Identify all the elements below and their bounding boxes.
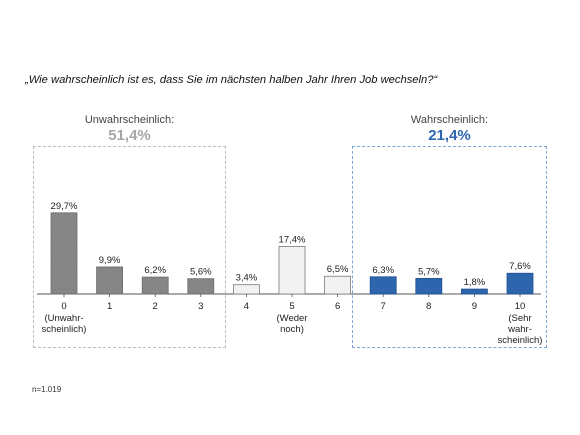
bar-3 bbox=[187, 278, 215, 295]
likely-group-box bbox=[352, 146, 547, 348]
bar-1 bbox=[96, 266, 123, 295]
x-sublabel-5-1: noch) bbox=[280, 324, 304, 335]
data-label-0: 29,7% bbox=[51, 201, 78, 212]
x-sublabel-10-2: scheinlich) bbox=[498, 335, 543, 346]
data-label-5: 17,4% bbox=[279, 234, 306, 245]
data-label-9: 1,8% bbox=[464, 277, 486, 288]
x-sublabel-0-1: scheinlich) bbox=[42, 324, 87, 335]
data-label-4: 3,4% bbox=[236, 273, 258, 284]
x-sublabel-10-1: wahr- bbox=[507, 324, 532, 335]
bar-9 bbox=[460, 288, 488, 295]
data-label-7: 6,3% bbox=[372, 265, 394, 276]
sample-size-note: n=1.019 bbox=[32, 385, 62, 394]
x-tick-label-7: 7 bbox=[381, 301, 386, 312]
x-tick-label-3: 3 bbox=[198, 301, 203, 312]
unlikely-group-box bbox=[33, 146, 226, 348]
data-label-8: 5,7% bbox=[418, 266, 440, 277]
x-tick-label-1: 1 bbox=[107, 301, 112, 312]
x-tick-label-10: 10 bbox=[515, 301, 526, 312]
bar-8 bbox=[415, 278, 443, 295]
data-label-10: 7,6% bbox=[509, 261, 531, 272]
bar-6 bbox=[324, 275, 352, 295]
x-tick-label-5: 5 bbox=[289, 301, 294, 312]
x-tick-label-6: 6 bbox=[335, 301, 340, 312]
data-label-2: 6,2% bbox=[144, 265, 166, 276]
x-tick-label-9: 9 bbox=[472, 301, 477, 312]
unlikely-group-value: 51,4% bbox=[108, 127, 151, 144]
unlikely-group-label: Unwahrscheinlich: bbox=[84, 114, 175, 126]
bar-4 bbox=[232, 284, 260, 295]
x-sublabel-0-0: (Unwahr- bbox=[44, 313, 83, 324]
likely-group-label: Wahrscheinlich: bbox=[410, 114, 489, 126]
bar-5 bbox=[278, 246, 306, 295]
bar-0 bbox=[50, 212, 78, 295]
likely-group-value: 21,4% bbox=[428, 127, 471, 144]
data-label-1: 9,9% bbox=[99, 255, 121, 266]
bar-10 bbox=[506, 272, 534, 295]
x-tick-label-2: 2 bbox=[153, 301, 158, 312]
data-label-6: 6,5% bbox=[327, 264, 349, 275]
x-tick-label-0: 0 bbox=[61, 301, 66, 312]
survey-question: „Wie wahrscheinlich ist es, dass Sie im … bbox=[25, 74, 438, 86]
data-label-3: 5,6% bbox=[190, 267, 212, 278]
x-sublabel-10-0: (Sehr bbox=[508, 313, 531, 324]
bar-2 bbox=[141, 276, 169, 295]
x-tick-label-8: 8 bbox=[426, 301, 431, 312]
bar-7 bbox=[369, 276, 397, 295]
x-tick-label-4: 4 bbox=[244, 301, 249, 312]
x-sublabel-5-0: (Weder bbox=[277, 313, 308, 324]
